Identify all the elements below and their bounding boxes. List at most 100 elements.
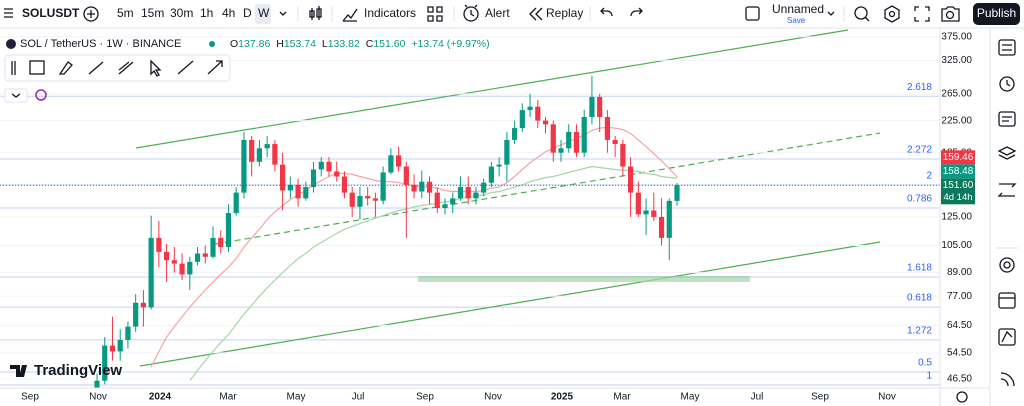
candle-body bbox=[535, 106, 541, 121]
candle-body bbox=[210, 237, 216, 257]
candle-body bbox=[303, 187, 309, 199]
tool-arrow[interactable] bbox=[207, 60, 223, 75]
x-tick-label: Sep bbox=[416, 392, 434, 403]
pine-button[interactable] bbox=[998, 328, 1016, 346]
candle-body bbox=[581, 117, 587, 153]
candle-body bbox=[225, 213, 232, 248]
redo-button[interactable] bbox=[630, 7, 643, 17]
tool-trend[interactable] bbox=[88, 61, 104, 75]
alert-button[interactable]: Alert bbox=[485, 6, 510, 20]
candle-body bbox=[566, 131, 572, 149]
symbol[interactable]: SOLUSDT bbox=[22, 6, 80, 20]
chart-type-button[interactable] bbox=[309, 6, 322, 20]
calendar-button[interactable] bbox=[998, 292, 1016, 309]
interval[interactable]: 30m bbox=[170, 6, 193, 20]
candle-body bbox=[241, 139, 247, 193]
candle-body bbox=[94, 380, 100, 388]
publish-label[interactable]: Publish bbox=[977, 6, 1016, 20]
candle-body bbox=[465, 187, 471, 199]
candle-body bbox=[496, 164, 502, 167]
menu-icon[interactable] bbox=[4, 8, 13, 18]
candle-body bbox=[140, 302, 146, 308]
candle-body bbox=[620, 144, 626, 167]
indicators-button[interactable]: Indicators bbox=[364, 6, 416, 20]
candle-body bbox=[233, 192, 239, 214]
candle-body bbox=[117, 339, 123, 352]
undo-button[interactable] bbox=[600, 7, 613, 17]
settings-button[interactable] bbox=[884, 5, 900, 23]
candle-body bbox=[218, 237, 224, 248]
fib-label: 0.618 bbox=[907, 293, 932, 304]
news-button[interactable] bbox=[998, 111, 1016, 127]
tool-rect[interactable] bbox=[29, 60, 45, 75]
x-tick-label: 2025 bbox=[551, 392, 574, 403]
watchlist-button[interactable] bbox=[998, 39, 1016, 56]
candle-body bbox=[628, 166, 634, 193]
candle-body bbox=[519, 110, 525, 129]
trading-button[interactable] bbox=[997, 183, 1017, 197]
legend: SOL / TetherUS · 1W · BINANCE O137.86 H1… bbox=[6, 38, 490, 50]
interval-dropdown[interactable] bbox=[279, 11, 287, 16]
layout-dropdown[interactable] bbox=[827, 11, 835, 16]
plot-area bbox=[0, 29, 940, 388]
y-tick-label: 89.00 bbox=[947, 267, 972, 278]
ohlc-value: 133.82 bbox=[328, 38, 360, 50]
layout-name[interactable]: Unnamed bbox=[772, 2, 824, 16]
candle-body bbox=[148, 237, 154, 308]
candle-body bbox=[419, 181, 425, 192]
fib-label: 1 bbox=[926, 371, 932, 382]
tool-cursor[interactable] bbox=[150, 59, 162, 77]
candle-body bbox=[504, 139, 510, 165]
interval[interactable]: W bbox=[258, 6, 270, 20]
candle-body bbox=[550, 124, 556, 153]
search-button[interactable] bbox=[854, 6, 868, 20]
stream-button[interactable] bbox=[1000, 372, 1015, 387]
fullscreen-button[interactable] bbox=[914, 6, 930, 22]
alert-icon[interactable] bbox=[463, 6, 479, 22]
right-sidebar bbox=[996, 39, 1018, 387]
axis-settings[interactable] bbox=[956, 391, 968, 403]
sync-icon[interactable] bbox=[35, 89, 47, 101]
candle-body bbox=[133, 302, 139, 327]
interval[interactable]: 5m bbox=[117, 6, 134, 20]
templates-button[interactable] bbox=[427, 6, 443, 22]
tool-ray[interactable] bbox=[118, 61, 134, 75]
watermark: TradingView bbox=[10, 362, 122, 379]
save-status[interactable]: Save bbox=[787, 16, 806, 25]
price-tag bbox=[941, 178, 975, 205]
collapse-button[interactable] bbox=[4, 88, 28, 103]
compare-button[interactable] bbox=[83, 6, 99, 22]
interval[interactable]: D bbox=[243, 6, 252, 20]
candle-body bbox=[674, 185, 680, 201]
layout-icon[interactable] bbox=[745, 6, 760, 21]
x-tick-label: Nov bbox=[878, 392, 896, 403]
candle-body bbox=[280, 164, 286, 191]
replay-button[interactable]: Replay bbox=[546, 6, 583, 20]
candle-body bbox=[666, 200, 672, 238]
candle-body bbox=[403, 166, 409, 185]
tool-line[interactable] bbox=[177, 60, 194, 75]
channel-lower bbox=[139, 241, 881, 367]
interval[interactable]: 1h bbox=[200, 6, 213, 20]
publish-button[interactable] bbox=[973, 3, 1020, 25]
price-tag bbox=[941, 150, 975, 165]
interval[interactable]: 15m bbox=[141, 6, 164, 20]
interval[interactable]: 4h bbox=[222, 6, 235, 20]
candle-body bbox=[295, 184, 301, 199]
layers-button[interactable] bbox=[997, 146, 1017, 160]
alerts-button[interactable] bbox=[999, 76, 1015, 92]
signals-button[interactable] bbox=[999, 257, 1015, 273]
top-toolbar: SOLUSDT 5m 15m 30m 1h 4h D W Indicators … bbox=[0, 2, 1024, 29]
candle-body bbox=[194, 253, 201, 262]
candle-body bbox=[357, 196, 363, 207]
legend-ohlc: O137.86 H153.74 L133.82 C151.60 +13.74 (… bbox=[230, 38, 490, 50]
candle-body bbox=[558, 148, 564, 153]
candle-body bbox=[187, 261, 193, 275]
replay-icon[interactable] bbox=[529, 7, 543, 21]
y-tick-label: 225.00 bbox=[941, 115, 972, 126]
x-tick-label: Mar bbox=[219, 392, 237, 403]
indicators-icon[interactable] bbox=[342, 8, 358, 22]
snapshot-button[interactable] bbox=[941, 6, 960, 22]
tool-brush[interactable] bbox=[58, 61, 73, 75]
candle-body bbox=[658, 216, 665, 238]
